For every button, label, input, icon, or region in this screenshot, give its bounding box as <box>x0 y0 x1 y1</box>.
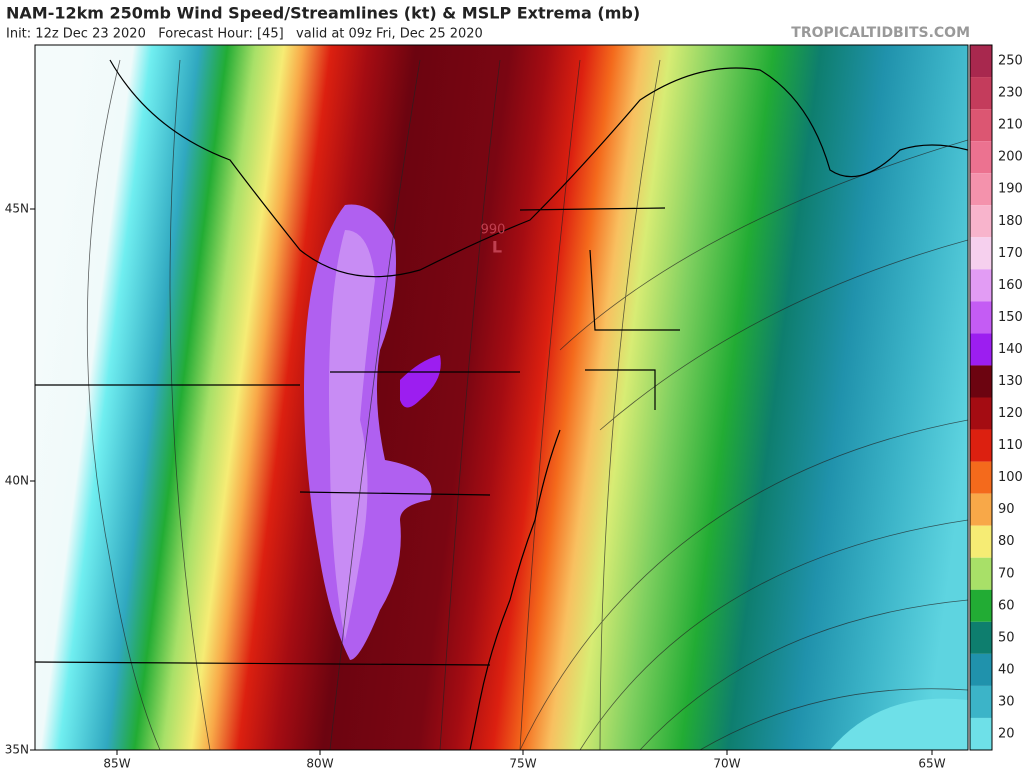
colorbar-segment <box>970 141 992 174</box>
colorbar-label: 20 <box>998 726 1015 741</box>
colorbar-segment <box>970 493 992 526</box>
colorbar-segment <box>970 717 992 750</box>
colorbar-segment <box>970 45 992 78</box>
x-tick-label: 75W <box>509 757 536 771</box>
colorbar-segment <box>970 365 992 398</box>
colorbar-segment <box>970 205 992 238</box>
colorbar-label: 100 <box>998 470 1023 485</box>
colorbar-label: 70 <box>998 566 1015 581</box>
x-tick-label: 85W <box>103 757 130 771</box>
title: NAM-12km 250mb Wind Speed/Streamlines (k… <box>6 4 640 23</box>
colorbar: 250 230 210 200 190 180 170 160 150 140 130 120 110 1… <box>969 44 1023 751</box>
pressure-value: 990 <box>481 223 506 238</box>
colorbar-label: 180 <box>998 214 1023 229</box>
subtitle: Init: 12z Dec 23 2020 Forecast Hour: [45… <box>6 27 483 42</box>
colorbar-label: 30 <box>998 694 1015 709</box>
watermark: TROPICALTIDBITS.COM <box>791 25 970 41</box>
colorbar-label: 40 <box>998 662 1015 677</box>
colorbar-segment <box>970 237 992 270</box>
colorbar-segment <box>970 557 992 590</box>
x-tick-label: 70W <box>713 757 740 771</box>
colorbar-label: 190 <box>998 182 1023 197</box>
colorbar-label: 90 <box>998 502 1015 517</box>
colorbar-segment <box>970 461 992 494</box>
colorbar-segment <box>970 621 992 654</box>
colorbar-segment <box>970 429 992 462</box>
colorbar-label: 210 <box>998 118 1023 133</box>
x-tick-label: 80W <box>306 757 333 771</box>
colorbar-label: 230 <box>998 86 1023 101</box>
map <box>35 45 968 750</box>
colorbar-segment <box>970 653 992 686</box>
colorbar-segment <box>970 333 992 366</box>
colorbar-label: 110 <box>998 438 1023 453</box>
colorbar-label: 140 <box>998 342 1023 357</box>
y-tick-label: 45N <box>5 202 29 216</box>
colorbar-label: 250 <box>998 54 1023 69</box>
colorbar-label: 200 <box>998 150 1023 165</box>
x-tick-label: 65W <box>918 757 945 771</box>
colorbar-label: 120 <box>998 406 1023 421</box>
colorbar-label: 160 <box>998 278 1023 293</box>
map-frame <box>34 44 969 751</box>
colorbar-label: 130 <box>998 374 1023 389</box>
colorbar-label: 60 <box>998 598 1015 613</box>
colorbar-label: 50 <box>998 630 1015 645</box>
colorbar-segment <box>970 685 992 718</box>
y-tick-label: 40N <box>5 474 29 488</box>
colorbar-segment <box>970 589 992 622</box>
colorbar-segment <box>970 173 992 206</box>
colorbar-label: 170 <box>998 246 1023 261</box>
colorbar-frame <box>969 44 993 751</box>
colorbar-label: 150 <box>998 310 1023 325</box>
colorbar-segment <box>970 301 992 334</box>
colorbar-segment <box>970 397 992 430</box>
colorbar-segment <box>970 77 992 110</box>
pressure-symbol: L <box>492 238 502 257</box>
colorbar-segment <box>970 109 992 142</box>
axes: 85W 80W 75W 70W 65W 45N 40N 35N <box>5 202 946 771</box>
colorbar-segment <box>970 525 992 558</box>
y-tick-label: 35N <box>5 743 29 757</box>
colorbar-label: 80 <box>998 534 1015 549</box>
colorbar-segment <box>970 269 992 302</box>
